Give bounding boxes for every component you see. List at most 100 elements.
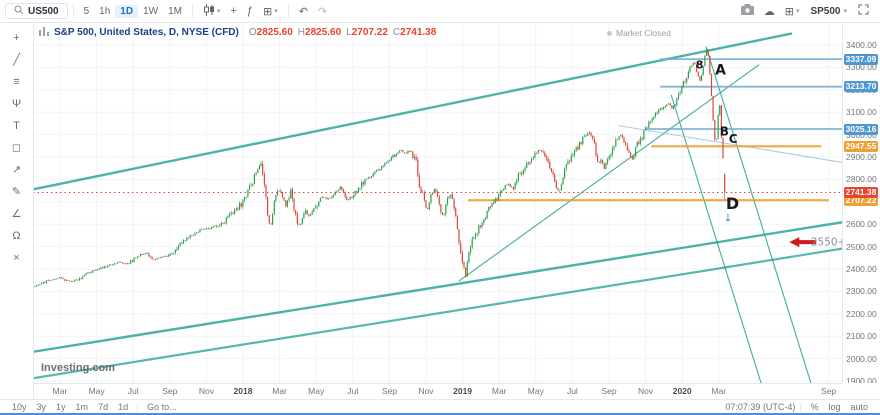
price-axis-label: 3400.00 — [846, 40, 877, 50]
redo-button[interactable]: ↷ — [313, 0, 332, 22]
fullscreen-button[interactable] — [853, 0, 874, 22]
timeframe-1d[interactable]: 1D — [115, 4, 139, 18]
time-axis-label: 2019 — [453, 386, 473, 396]
range-selector-group: 10y 3y 1y 1m 7d 1d Go to... — [0, 402, 189, 412]
ohlc-open-label: O — [248, 27, 257, 38]
trendline-2[interactable] — [33, 247, 843, 380]
brush-tool[interactable]: ✎ — [6, 186, 28, 199]
measure-tool[interactable]: ∠ — [6, 208, 28, 221]
timeframe-1h[interactable]: 1h — [94, 5, 115, 18]
arrow-marker-tool[interactable]: ↗ — [6, 164, 28, 177]
market-status-label: Market Closed — [616, 28, 671, 38]
shapes-tool[interactable]: ◻ — [6, 142, 28, 155]
price-axis-label: 2300.00 — [846, 286, 877, 297]
percent-scale-button[interactable]: % — [806, 402, 822, 412]
divider — [72, 4, 74, 18]
compare-button[interactable]: + — [225, 0, 241, 22]
symbol-search-button[interactable]: US500 — [5, 3, 68, 19]
drawing-toolbar: + ╱ ≡ Ψ T ◻ ↗ ✎ ∠ Ω × — [0, 22, 34, 399]
annotation-D[interactable]: D — [726, 194, 739, 213]
symbol-search-icon — [14, 5, 24, 18]
chart-canvas[interactable]: 8 A BC D↓ 2550+ — [33, 22, 843, 383]
trendline-5[interactable] — [670, 94, 810, 383]
fullscreen-icon — [858, 4, 869, 18]
time-axis-label: 2020 — [672, 386, 692, 396]
undo-button[interactable]: ↶ — [294, 0, 313, 22]
indicators-icon: ƒ — [246, 5, 254, 17]
candlestick-chart-icon — [203, 3, 215, 19]
price-badge-3213.70: 3213.70 — [844, 81, 878, 93]
toolbar-right-group: ☁ ⊞ ▾ SP500 ▾ — [736, 0, 880, 22]
timeframe-5m[interactable]: 5 — [79, 5, 95, 18]
chart-legend: S&P 500, United States, D, NYSE (CFD) O 2… — [39, 26, 436, 39]
annotation-A[interactable]: A — [715, 63, 726, 79]
log-scale-button[interactable]: log — [824, 402, 844, 412]
range-7d-button[interactable]: 7d — [94, 402, 112, 412]
ohlc-high-value: 2825.60 — [305, 27, 342, 38]
templates-button[interactable]: ⊞ ▾ — [258, 0, 283, 22]
range-1m-button[interactable]: 1m — [72, 402, 93, 412]
time-axis-label: Nov — [418, 386, 434, 396]
chart-type-button[interactable]: ▾ — [198, 0, 226, 22]
market-status-dot-icon — [607, 30, 612, 36]
layout-button[interactable]: ⊞ ▾ — [780, 0, 805, 22]
time-axis-label: Mar — [52, 386, 68, 396]
snapshot-button[interactable] — [736, 0, 759, 22]
annotation-2550+[interactable]: 2550+ — [811, 236, 843, 248]
pitchfork-tool[interactable]: Ψ — [6, 98, 28, 111]
time-axis-label: Nov — [638, 386, 654, 396]
bottom-toolbar: 10y 3y 1y 1m 7d 1d Go to... 07:07:39 (UT… — [0, 399, 880, 414]
trendline-6[interactable] — [618, 125, 843, 164]
watchlist-symbol-dropdown[interactable]: SP500 ▾ — [804, 6, 853, 17]
remove-drawings-tool[interactable]: × — [6, 252, 28, 265]
divider — [191, 4, 193, 18]
symbol-label: US500 — [28, 5, 59, 17]
chevron-down-icon: ▾ — [216, 8, 221, 15]
range-10y-button[interactable]: 10y — [8, 402, 31, 412]
divider — [287, 4, 289, 18]
trendline-3[interactable] — [458, 64, 760, 282]
instrument-title[interactable]: S&P 500, United States, D, NYSE (CFD) — [54, 27, 239, 38]
price-axis-label: 2600.00 — [846, 219, 877, 230]
time-axis-label: Sep — [162, 386, 178, 396]
market-status: Market Closed — [607, 28, 671, 38]
annotation-B[interactable]: B — [720, 125, 729, 139]
range-1y-button[interactable]: 1y — [52, 402, 70, 412]
indicators-button[interactable]: ƒ — [242, 0, 258, 22]
scale-controls-group: 07:07:39 (UTC-4) % log auto — [717, 402, 880, 412]
timeframe-1w[interactable]: 1W — [138, 5, 163, 18]
toolbar-left-group: US500 5 1h 1D 1W 1M ▾ + ƒ ⊞ ▾ ↶ ↷ — [0, 0, 332, 22]
timeframe-1m[interactable]: 1M — [163, 5, 187, 18]
investing-watermark: Investing.com — [41, 362, 115, 374]
auto-scale-button[interactable]: auto — [846, 402, 872, 412]
range-1d-button[interactable]: 1d — [114, 402, 132, 412]
price-axis-label: 2200.00 — [846, 308, 877, 319]
time-axis-label: May — [88, 386, 105, 396]
ohlc-high-label: H — [297, 27, 306, 38]
bottom-accent-strip — [0, 413, 880, 415]
fibonacci-tool[interactable]: ≡ — [6, 76, 28, 89]
annotation-C[interactable]: C — [729, 132, 738, 146]
time-axis[interactable]: Mar May Jul Sep Nov 2018 Mar May Jul Sep Nov 2019 Ma… — [33, 383, 843, 400]
price-axis[interactable]: 3400.003300.003200.003100.003000.002900.… — [842, 22, 880, 383]
range-3y-button[interactable]: 3y — [33, 402, 51, 412]
target-arrow[interactable] — [789, 237, 817, 248]
undo-icon: ↶ — [298, 5, 308, 18]
price-badge-2707.22: 2707.22 — [844, 194, 878, 206]
save-cloud-button[interactable]: ☁ — [759, 0, 780, 22]
crosshair-tool[interactable]: + — [6, 32, 28, 45]
goto-date-button[interactable]: Go to... — [143, 402, 181, 412]
chevron-down-icon: ▾ — [843, 8, 847, 15]
trendline-0[interactable] — [33, 32, 793, 191]
time-axis-label: Nov — [198, 386, 214, 396]
magnet-tool[interactable]: Ω — [6, 230, 28, 243]
trendline-4[interactable] — [705, 46, 843, 383]
chart-area[interactable]: 8 A B C D ↓ 2550+ S&P 500, United States, D, N… — [33, 22, 843, 383]
trendline-1[interactable] — [33, 220, 843, 354]
annotation-↓[interactable]: ↓ — [723, 212, 732, 225]
text-tool[interactable]: T — [6, 120, 28, 133]
trendline-tool[interactable]: ╱ — [6, 54, 28, 67]
instrument-chart-icon — [39, 26, 49, 39]
time-axis-label: Mar — [711, 386, 727, 396]
annotation-8[interactable]: 8 — [696, 58, 704, 71]
